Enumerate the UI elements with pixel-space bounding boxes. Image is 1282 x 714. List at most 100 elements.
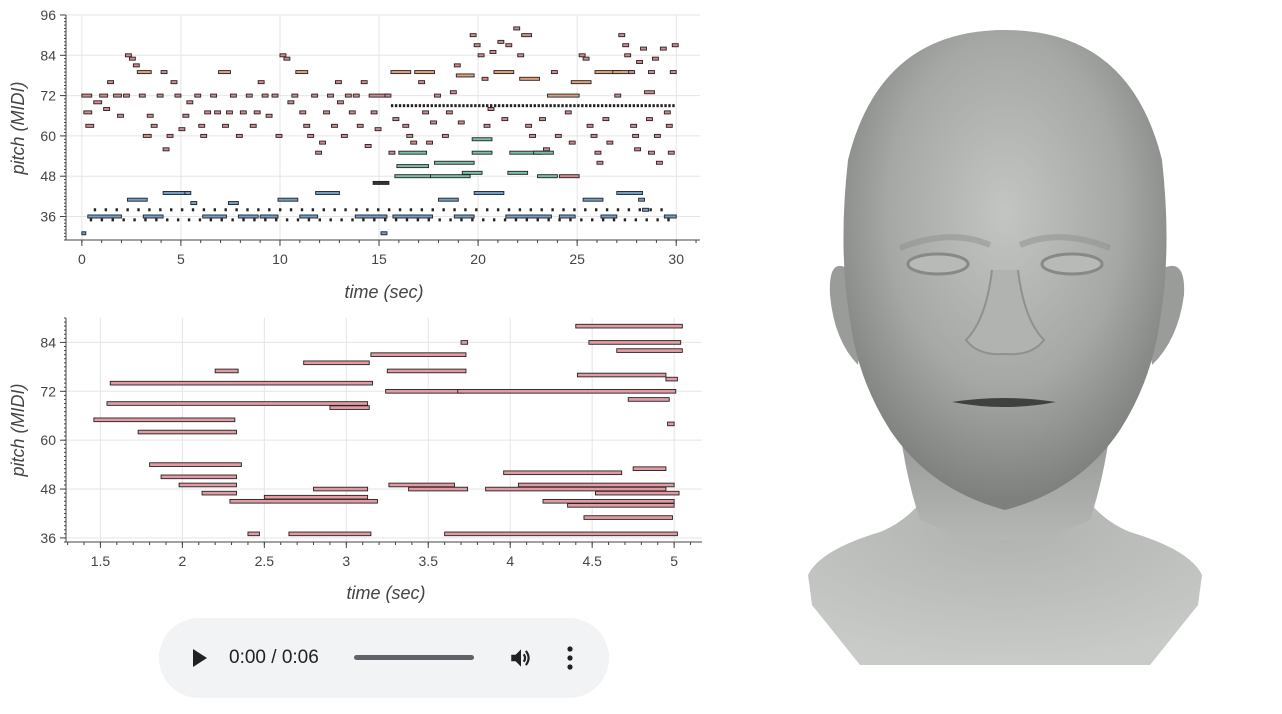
note-dot (111, 218, 114, 222)
note-dot (551, 208, 554, 212)
note (578, 53, 586, 58)
note (596, 160, 604, 165)
note-dot (644, 104, 647, 108)
note (87, 214, 122, 219)
note (542, 498, 675, 504)
note (564, 110, 572, 115)
y-tick-label: 72 (40, 88, 56, 104)
note (473, 191, 505, 195)
note (331, 123, 338, 128)
note (558, 214, 576, 219)
note-dot (470, 104, 473, 108)
note (178, 482, 237, 488)
note (335, 80, 342, 85)
note (667, 421, 675, 427)
note-dot (438, 104, 441, 108)
note-dot (557, 104, 560, 108)
note-dot (482, 104, 485, 108)
y-axis-title: pitch (MIDI) (8, 383, 28, 477)
note (156, 93, 164, 98)
note (550, 70, 558, 75)
note-dot (640, 104, 643, 108)
note (543, 147, 550, 152)
note (287, 100, 295, 105)
note (501, 117, 509, 122)
audio-player[interactable]: 0:00 / 0:06 (159, 618, 609, 698)
note (200, 133, 208, 138)
y-tick-label: 96 (40, 7, 56, 23)
note (537, 174, 558, 179)
note (414, 70, 435, 75)
more-vert-icon[interactable] (560, 645, 580, 671)
note-dot (503, 218, 507, 222)
axes: 36 48 60 72 84 96 0 5 10 15 20 25 30 (40, 7, 700, 267)
note-dot (209, 218, 213, 222)
note-dot (454, 104, 457, 108)
volume-icon[interactable] (508, 645, 534, 671)
note-dot (351, 218, 354, 222)
note-dot (427, 218, 430, 222)
note (638, 197, 645, 202)
note-dot (362, 218, 365, 222)
note (370, 352, 467, 357)
nose (964, 269, 1046, 356)
progress-bar[interactable] (354, 655, 474, 660)
x-axis-title: time (sec) (346, 583, 425, 603)
note (194, 93, 202, 98)
note-dot (514, 218, 518, 222)
note-dot (569, 104, 572, 108)
note (513, 26, 521, 31)
note (434, 93, 441, 98)
note-dot (460, 218, 463, 222)
note (505, 214, 552, 219)
note-dot (166, 218, 169, 222)
note (315, 150, 323, 155)
note-dot (507, 208, 511, 212)
note-dot (148, 208, 151, 212)
note-dot (449, 218, 452, 222)
note-dot (581, 104, 584, 108)
note (178, 127, 186, 132)
note-dot (137, 208, 140, 212)
note-dot (431, 208, 434, 212)
note-dot (594, 208, 598, 212)
note-dot (318, 218, 322, 222)
note (576, 372, 667, 378)
note (303, 360, 370, 366)
note-dot (390, 104, 394, 108)
note-dot (373, 218, 376, 222)
note (235, 133, 243, 138)
note-dot (627, 208, 631, 212)
x-tick-label: 25 (569, 251, 585, 267)
note-dot (420, 208, 424, 212)
note (263, 494, 369, 500)
note (410, 140, 418, 145)
note-dot (438, 218, 441, 222)
note (360, 80, 368, 85)
note-dot (489, 104, 493, 108)
note (469, 33, 477, 38)
note-dot (612, 218, 616, 222)
note (485, 486, 667, 492)
note-dot (122, 218, 125, 222)
brow-shadow (898, 234, 992, 251)
note (392, 117, 400, 122)
note-dot (656, 218, 659, 222)
note-dot (486, 208, 489, 212)
note (632, 133, 640, 138)
note (497, 39, 505, 44)
note-dot (285, 218, 289, 222)
note-dot (638, 208, 641, 212)
note (162, 191, 188, 195)
note (477, 53, 485, 58)
note (616, 348, 683, 353)
note-dot (278, 208, 282, 212)
play-icon[interactable] (187, 646, 211, 670)
note-dot (664, 104, 667, 108)
x-tick-label: 4.5 (582, 553, 602, 569)
note-dot (561, 104, 564, 108)
note-dot (89, 218, 93, 222)
note-dot (474, 104, 477, 108)
note (384, 93, 392, 98)
note (546, 93, 580, 98)
